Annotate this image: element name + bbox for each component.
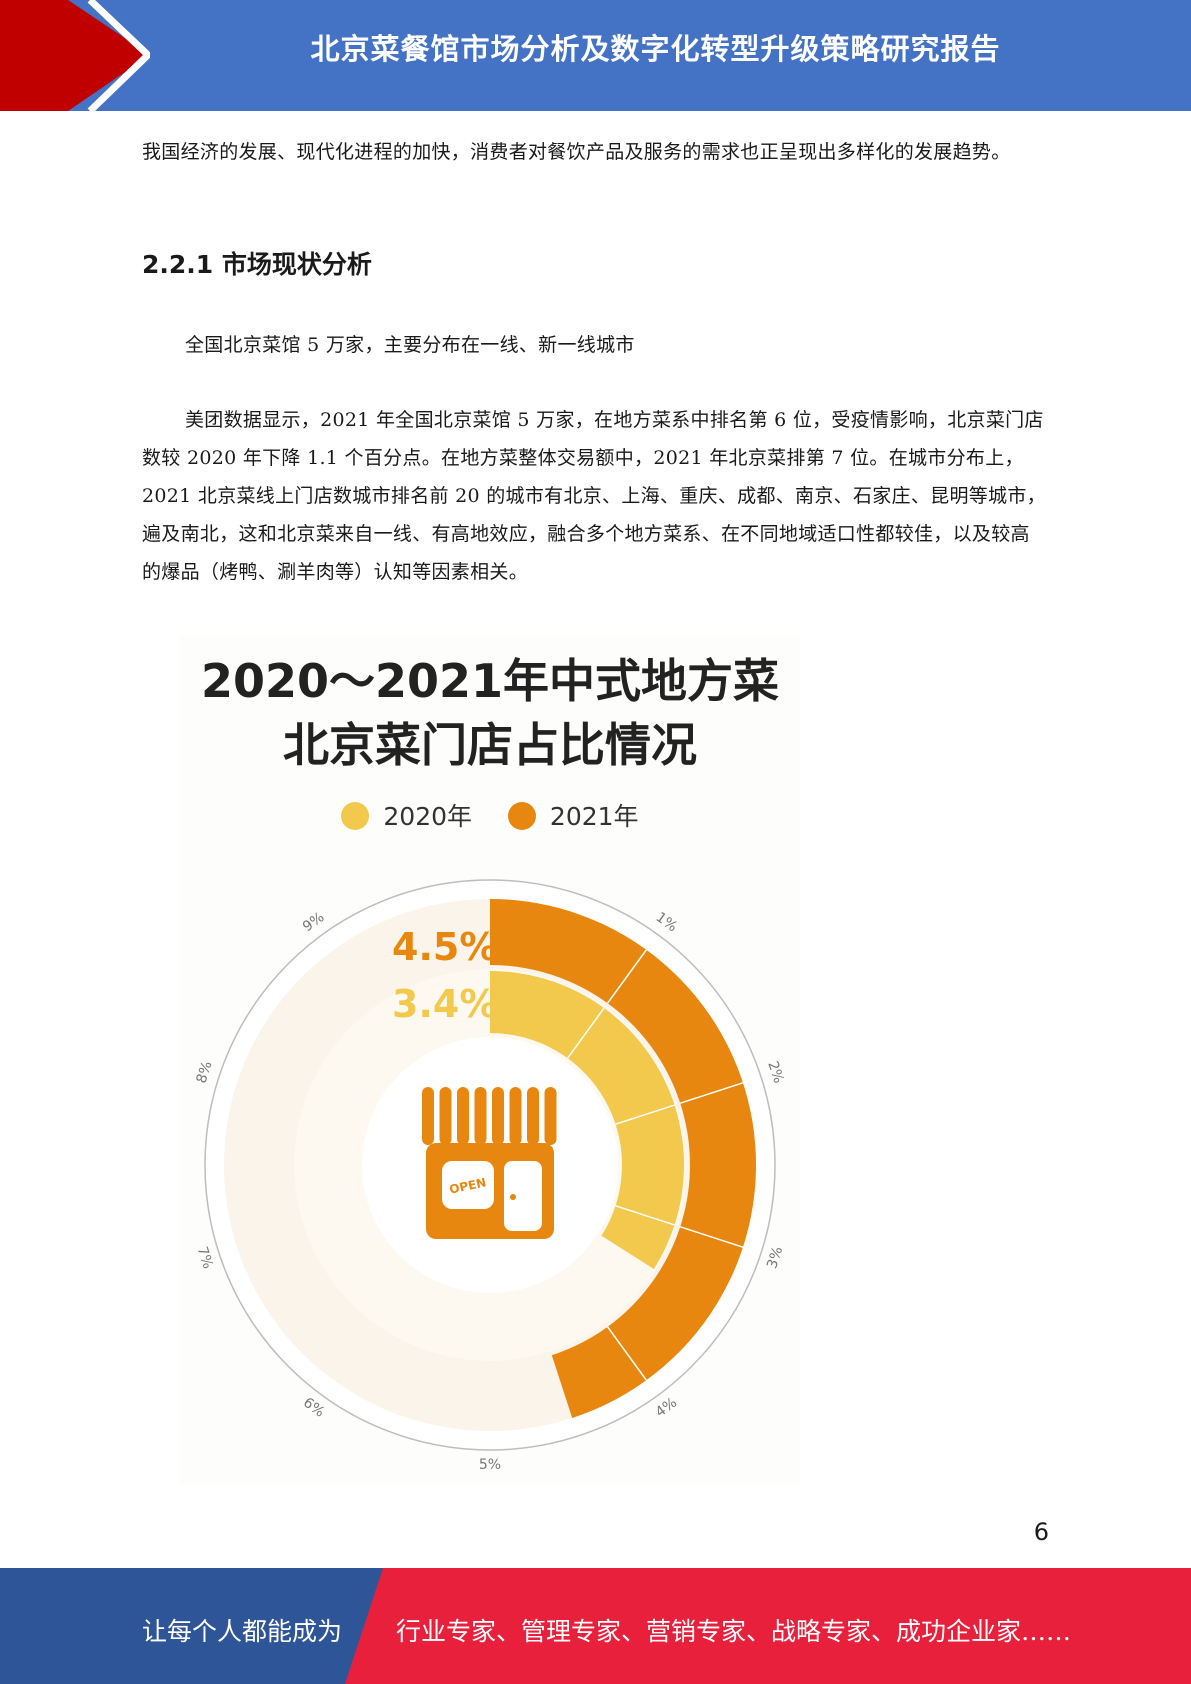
scale-tick-label: 5%: [479, 1457, 501, 1473]
bar-2020-divider: [615, 1104, 675, 1125]
legend-item-2021: 2021年: [507, 797, 639, 833]
legend-label-2020: 2020年: [383, 802, 473, 831]
legend-item-2020: 2020年: [341, 797, 472, 833]
chart-title-line1: 2020～2021年中式地方菜: [200, 654, 780, 708]
scale-tick-label: 3%: [764, 1245, 786, 1271]
scale-tick-label: 9%: [300, 909, 327, 935]
bar-2021-divider: [606, 949, 647, 1004]
page-footer: [0, 1568, 1191, 1684]
scale-tick-label: 8%: [194, 1059, 216, 1085]
page-number: 6: [1033, 1518, 1049, 1546]
intro-paragraph: 我国经济的发展、现代化进程的加快，消费者对餐饮产品及服务的需求也正呈现出多样化的…: [142, 141, 1011, 163]
chart-legend: 2020年 2021年: [180, 797, 800, 833]
bar-2020-divider: [615, 1205, 675, 1226]
legend-swatch-2020: [341, 802, 370, 830]
scale-tick-label: 7%: [194, 1245, 216, 1271]
report-title: 北京菜餐馆市场分析及数字化转型升级策略研究报告: [310, 32, 1001, 66]
open-shop-icon: OPEN: [422, 1087, 557, 1239]
section-summary: 全国北京菜馆 5 万家，主要分布在一线、新一线城市: [185, 334, 635, 356]
bar-2020: [490, 971, 684, 1269]
value-label-2020: 3.4%: [392, 982, 498, 1026]
value-label-2021: 4.5%: [392, 925, 498, 969]
header-arrow-decoration: [0, 0, 150, 111]
bar-2021-divider: [679, 1226, 744, 1248]
section-heading: 2.2.1 市场现状分析: [142, 250, 372, 279]
chart-figure: 2020～2021年中式地方菜 北京菜门店占比情况 2020年 2021年 1%…: [180, 635, 800, 1485]
scale-tick-label: 2%: [764, 1059, 786, 1085]
scale-tick-label: 4%: [653, 1395, 680, 1421]
legend-label-2021: 2021年: [549, 802, 639, 831]
bar-2021-divider: [606, 1326, 647, 1381]
scale-tick-label: 6%: [300, 1395, 327, 1421]
legend-swatch-2021: [507, 802, 536, 830]
chart-title-line2: 北京菜门店占比情况: [283, 718, 697, 772]
footer-right-band: [345, 1568, 1191, 1684]
bar-2021-divider: [679, 1082, 744, 1104]
footer-slogan-right: 行业专家、管理专家、营销专家、战略专家、成功企业家……: [396, 1617, 1072, 1646]
radial-bar-chart: 1% 2% 3% 4% 5% 6% 7% 8% 9% OPEN: [194, 879, 786, 1473]
scale-tick-label: 1%: [653, 909, 680, 935]
footer-slogan-left: 让每个人都能成为: [142, 1617, 343, 1646]
page-header: 北京菜餐馆市场分析及数字化转型升级策略研究报告: [0, 0, 1191, 111]
section-body: 美团数据显示，2021 年全国北京菜馆 5 万家，在地方菜系中排名第 6 位，受…: [142, 409, 1046, 583]
bar-2020-divider: [566, 1007, 605, 1059]
bar-2021: [490, 899, 756, 1418]
